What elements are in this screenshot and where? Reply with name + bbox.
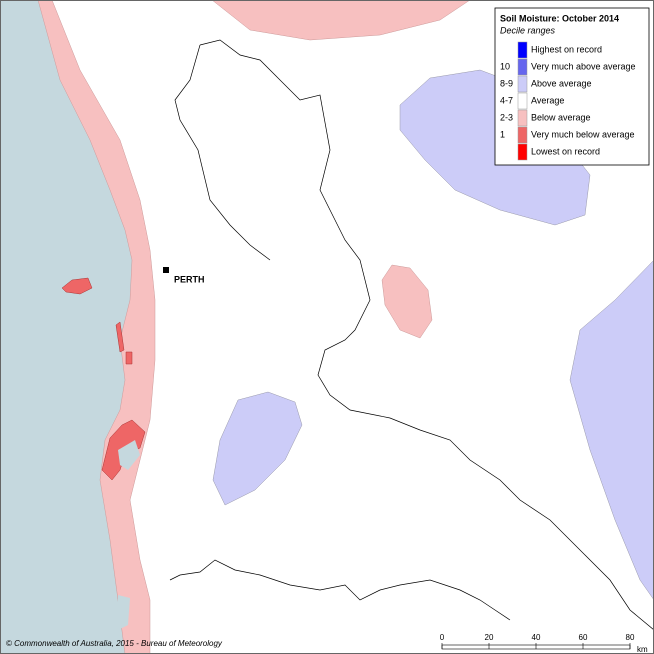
above-average-area: [212, 391, 303, 506]
legend-label: Very much below average: [531, 129, 635, 139]
inlet: [118, 595, 130, 630]
city-marker: [163, 267, 169, 273]
legend-label: Highest on record: [531, 44, 602, 54]
catchment-boundary: [169, 39, 654, 631]
legend-code: 2-3: [500, 112, 513, 122]
legend-label: Average: [531, 95, 564, 105]
scale-tick-label: 60: [579, 633, 588, 642]
legend-label: Very much above average: [531, 61, 636, 71]
legend-swatch: [517, 109, 528, 127]
scale-tick-label: 80: [626, 633, 635, 642]
legend-swatch: [517, 92, 528, 110]
estuary: [118, 440, 140, 470]
legend-code: 4-7: [500, 95, 513, 105]
below-average-area: [37, 0, 156, 654]
scale-tick-label: 40: [532, 633, 541, 642]
very-much-below-area: [61, 277, 93, 295]
ocean: [0, 0, 132, 654]
legend-code: 10: [500, 61, 510, 71]
below-average-area: [381, 264, 433, 339]
legend-label: Below average: [531, 112, 591, 122]
legend-code: 1: [500, 129, 505, 139]
legend: Soil Moisture: October 2014 Decile range…: [494, 7, 650, 166]
copyright: © Commonwealth of Australia, 2015 - Bure…: [6, 639, 223, 648]
scale-tick-label: 0: [440, 633, 445, 642]
city-label: PERTH: [174, 274, 205, 284]
legend-subtitle: Decile ranges: [500, 25, 556, 35]
legend-swatch: [517, 41, 528, 59]
legend-swatch: [517, 126, 528, 144]
very-much-below-area: [115, 321, 133, 365]
legend-swatch: [517, 143, 528, 161]
scale-tick-label: 20: [485, 633, 494, 642]
legend-code: 8-9: [500, 78, 513, 88]
scale-unit: km: [637, 645, 648, 654]
above-average-area: [569, 259, 654, 601]
legend-swatch: [517, 58, 528, 76]
legend-swatch: [517, 75, 528, 93]
legend-title: Soil Moisture: October 2014: [500, 13, 619, 23]
legend-label: Lowest on record: [531, 146, 600, 156]
legend-label: Above average: [531, 78, 592, 88]
below-average-area: [211, 0, 471, 41]
